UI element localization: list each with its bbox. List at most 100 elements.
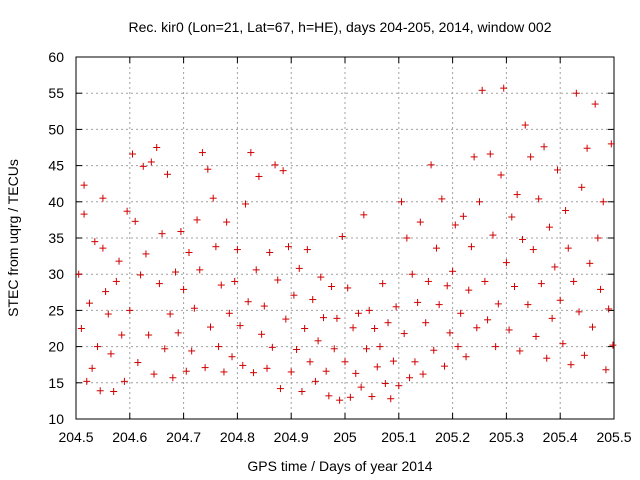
y-tick-label: 20 [48, 339, 64, 355]
data-point [99, 244, 107, 252]
data-point [513, 191, 521, 199]
data-point [451, 221, 459, 229]
data-point [107, 350, 115, 358]
data-point [564, 244, 572, 252]
data-point [325, 392, 333, 400]
data-point [282, 315, 290, 323]
data-point [126, 306, 134, 314]
data-point [352, 369, 360, 377]
data-point [225, 309, 233, 317]
x-axis-title: GPS time / Days of year 2014 [247, 458, 432, 474]
data-point [172, 268, 180, 276]
data-point [145, 331, 153, 339]
x-tick-label: 205.3 [489, 429, 524, 445]
data-point [408, 270, 416, 278]
data-point [344, 284, 352, 292]
data-point [309, 296, 317, 304]
data-point [204, 165, 212, 173]
data-point [287, 368, 295, 376]
data-point [134, 359, 142, 367]
y-axis-title: STEC from uqrg / TECUs [5, 159, 21, 317]
data-point [153, 144, 161, 151]
data-point [365, 306, 373, 314]
data-point [414, 298, 422, 306]
data-point [551, 263, 559, 271]
data-point [85, 299, 93, 307]
data-point [556, 296, 564, 304]
data-point [306, 358, 314, 366]
data-point [381, 380, 389, 388]
data-point [80, 210, 88, 218]
data-point [255, 172, 263, 180]
data-point [492, 343, 500, 351]
data-point [177, 227, 185, 235]
data-point [155, 280, 163, 288]
data-point [298, 387, 306, 395]
data-point [411, 358, 419, 366]
data-point [441, 362, 449, 370]
data-point [435, 301, 443, 309]
data-point [446, 329, 454, 337]
data-point [317, 273, 325, 281]
data-point [158, 230, 166, 238]
data-point [594, 234, 602, 242]
x-tick-label: 204.6 [112, 429, 147, 445]
data-point [379, 280, 387, 288]
data-points [75, 84, 617, 404]
y-tick-label: 15 [48, 375, 64, 391]
data-point [395, 382, 403, 390]
data-point [567, 361, 575, 369]
y-tick-label: 50 [48, 121, 64, 137]
data-point [368, 393, 376, 401]
data-point [188, 347, 196, 355]
data-point [123, 207, 131, 215]
data-point [403, 234, 411, 242]
data-point [80, 181, 88, 189]
data-point [449, 267, 457, 275]
data-point [252, 266, 260, 274]
data-point [193, 216, 201, 224]
data-point [510, 283, 518, 291]
data-point [341, 358, 349, 366]
x-tick-label: 205.2 [435, 429, 470, 445]
data-point [459, 212, 467, 220]
data-point [438, 195, 446, 203]
data-point [166, 310, 174, 318]
data-point [545, 223, 553, 231]
data-point [454, 343, 462, 351]
data-point [467, 243, 475, 251]
data-point [314, 337, 322, 345]
data-point [131, 217, 139, 225]
data-point [427, 161, 435, 169]
data-point [322, 367, 330, 375]
x-tick-label: 204.5 [58, 429, 93, 445]
data-point [597, 285, 605, 293]
data-point [400, 330, 408, 338]
data-point [481, 277, 489, 285]
data-point [586, 259, 594, 267]
data-point [478, 86, 486, 94]
data-point [96, 387, 104, 395]
data-point [333, 314, 341, 322]
data-point [373, 363, 381, 371]
x-tick-label: 204.7 [166, 429, 201, 445]
data-point [570, 277, 578, 285]
data-point [319, 314, 327, 322]
data-point [502, 259, 510, 267]
data-point [247, 149, 255, 157]
data-point [371, 325, 379, 332]
data-point [406, 374, 414, 382]
data-point [588, 323, 596, 331]
y-tick-label: 35 [48, 230, 64, 246]
data-point [363, 345, 371, 353]
data-point [276, 385, 284, 393]
data-point [231, 277, 239, 285]
y-tick-label: 10 [48, 411, 64, 427]
data-point [196, 266, 204, 274]
data-point [462, 353, 470, 361]
data-point [532, 332, 540, 340]
data-point [527, 153, 535, 161]
data-point [142, 250, 150, 258]
data-point [349, 324, 357, 332]
data-point [161, 345, 169, 353]
